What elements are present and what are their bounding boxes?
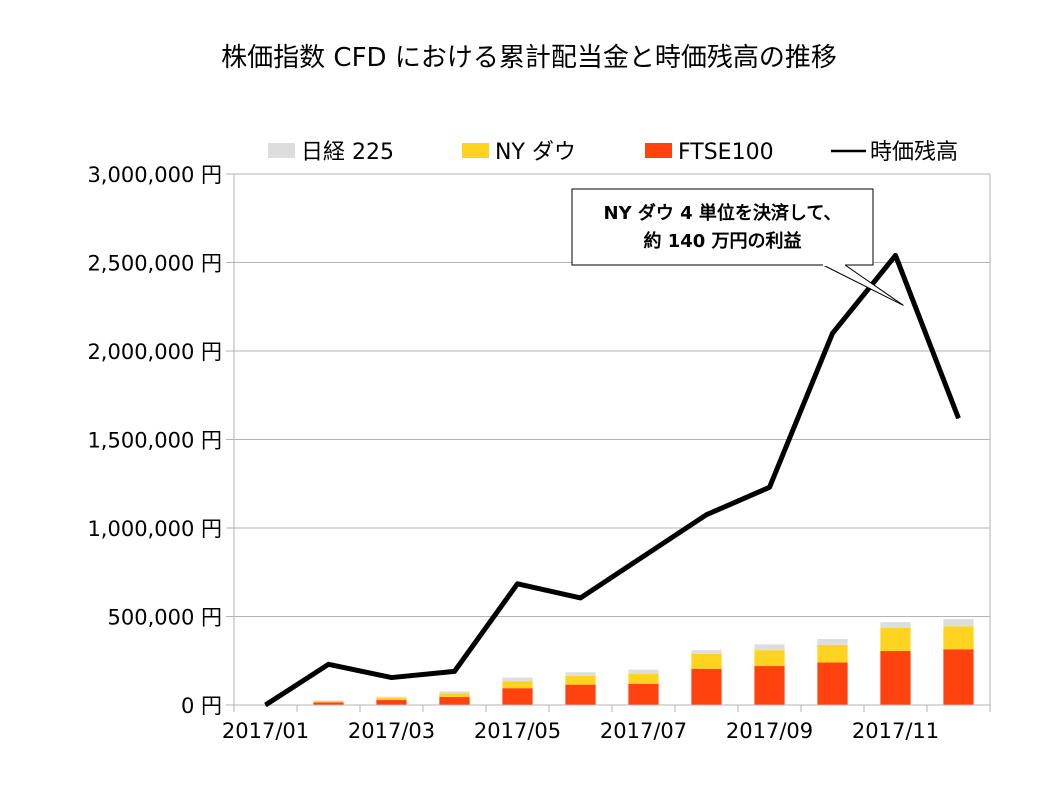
y-tick-label: 2,000,000 円 <box>87 340 222 364</box>
bar-segment <box>691 653 722 669</box>
bar-segment <box>313 701 344 703</box>
y-tick-label: 1,000,000 円 <box>87 517 222 541</box>
line-point <box>895 254 896 256</box>
chart-title: 株価指数 CFD における累計配当金と時価残高の推移 <box>221 43 837 73</box>
x-tick-label: 2017/07 <box>600 719 687 743</box>
bar-segment <box>502 681 533 689</box>
y-tick-label: 0 円 <box>181 694 222 718</box>
callout-text-line: 約 140 万円の利益 <box>643 230 801 252</box>
bar-segment <box>628 683 659 705</box>
bar-segment <box>691 650 722 654</box>
bar-segment <box>817 644 848 663</box>
line-point <box>454 670 455 672</box>
line-series <box>264 252 961 708</box>
legend-swatch <box>645 143 672 158</box>
bar-segment <box>313 702 344 705</box>
legend-swatch <box>462 143 489 158</box>
line-point <box>832 332 833 334</box>
bar-segment <box>754 650 785 667</box>
line-point <box>643 555 644 557</box>
bar-segment <box>628 674 659 684</box>
bar-segment <box>880 628 911 652</box>
line-point <box>391 677 392 679</box>
x-tick-label: 2017/01 <box>222 719 309 743</box>
x-axis-ticks: 2017/01 2017/03 2017/05 2017/07 2017/09 2017/… <box>222 719 939 743</box>
bar-segment <box>376 697 407 701</box>
bar-segment <box>565 672 596 676</box>
legend-label: 日経 225 <box>301 140 394 165</box>
line-point <box>580 597 581 599</box>
bar-segment <box>817 662 848 705</box>
callout-text-line: NY ダウ 4 単位を決済して、 <box>604 202 842 224</box>
y-tick-label: 2,500,000 円 <box>87 252 222 276</box>
y-tick-label: 500,000 円 <box>107 606 222 630</box>
bar-segment <box>691 668 722 705</box>
bar-segment <box>439 691 470 694</box>
legend-label: 時価残高 <box>870 140 958 165</box>
bar-segment <box>376 700 407 705</box>
bar-segment <box>817 638 848 645</box>
bar-segment <box>880 651 911 705</box>
bar-segment <box>943 649 974 705</box>
line-point <box>265 704 266 706</box>
y-tick-label: 1,500,000 円 <box>87 429 222 453</box>
bar-segment <box>880 622 911 629</box>
legend: 日経 225 NY ダウ FTSE100 時価残高 <box>268 140 958 165</box>
legend-label: NY ダウ <box>495 140 576 165</box>
bar-segment <box>943 619 974 627</box>
bar-segment <box>376 696 407 698</box>
bar-segment <box>628 669 659 675</box>
line-point <box>517 583 518 585</box>
x-tick-label: 2017/03 <box>348 719 435 743</box>
line-series-path <box>264 252 961 708</box>
bar-segment <box>313 700 344 702</box>
y-tick-label: 3,000,000 円 <box>87 163 222 187</box>
bar-segment <box>502 677 533 682</box>
line-point <box>328 663 329 665</box>
bar-segment <box>439 693 470 698</box>
line-point <box>769 486 770 488</box>
bar-segment <box>439 697 470 705</box>
x-tick-label: 2017/05 <box>474 719 561 743</box>
bar-segment <box>943 626 974 650</box>
bar-segment <box>565 675 596 685</box>
bar-segment <box>502 688 533 705</box>
bar-segment <box>565 684 596 705</box>
x-tick-label: 2017/11 <box>852 719 939 743</box>
line-point <box>958 417 959 419</box>
callout-box <box>571 188 874 266</box>
y-axis-ticks: 3,000,000 円 2,500,000 円 2,000,000 円 1,500,0… <box>87 163 222 718</box>
legend-label: FTSE100 <box>678 140 774 165</box>
bars <box>313 619 974 705</box>
bar-segment <box>754 666 785 705</box>
gridlines <box>234 173 990 617</box>
axes <box>226 173 991 712</box>
line-point <box>706 514 707 516</box>
x-tick-label: 2017/09 <box>726 719 813 743</box>
callout-annotation: NY ダウ 4 単位を決済して、約 140 万円の利益 <box>571 188 904 306</box>
callout-pointer <box>822 264 904 306</box>
legend-swatch <box>268 143 295 158</box>
bar-segment <box>754 644 785 651</box>
